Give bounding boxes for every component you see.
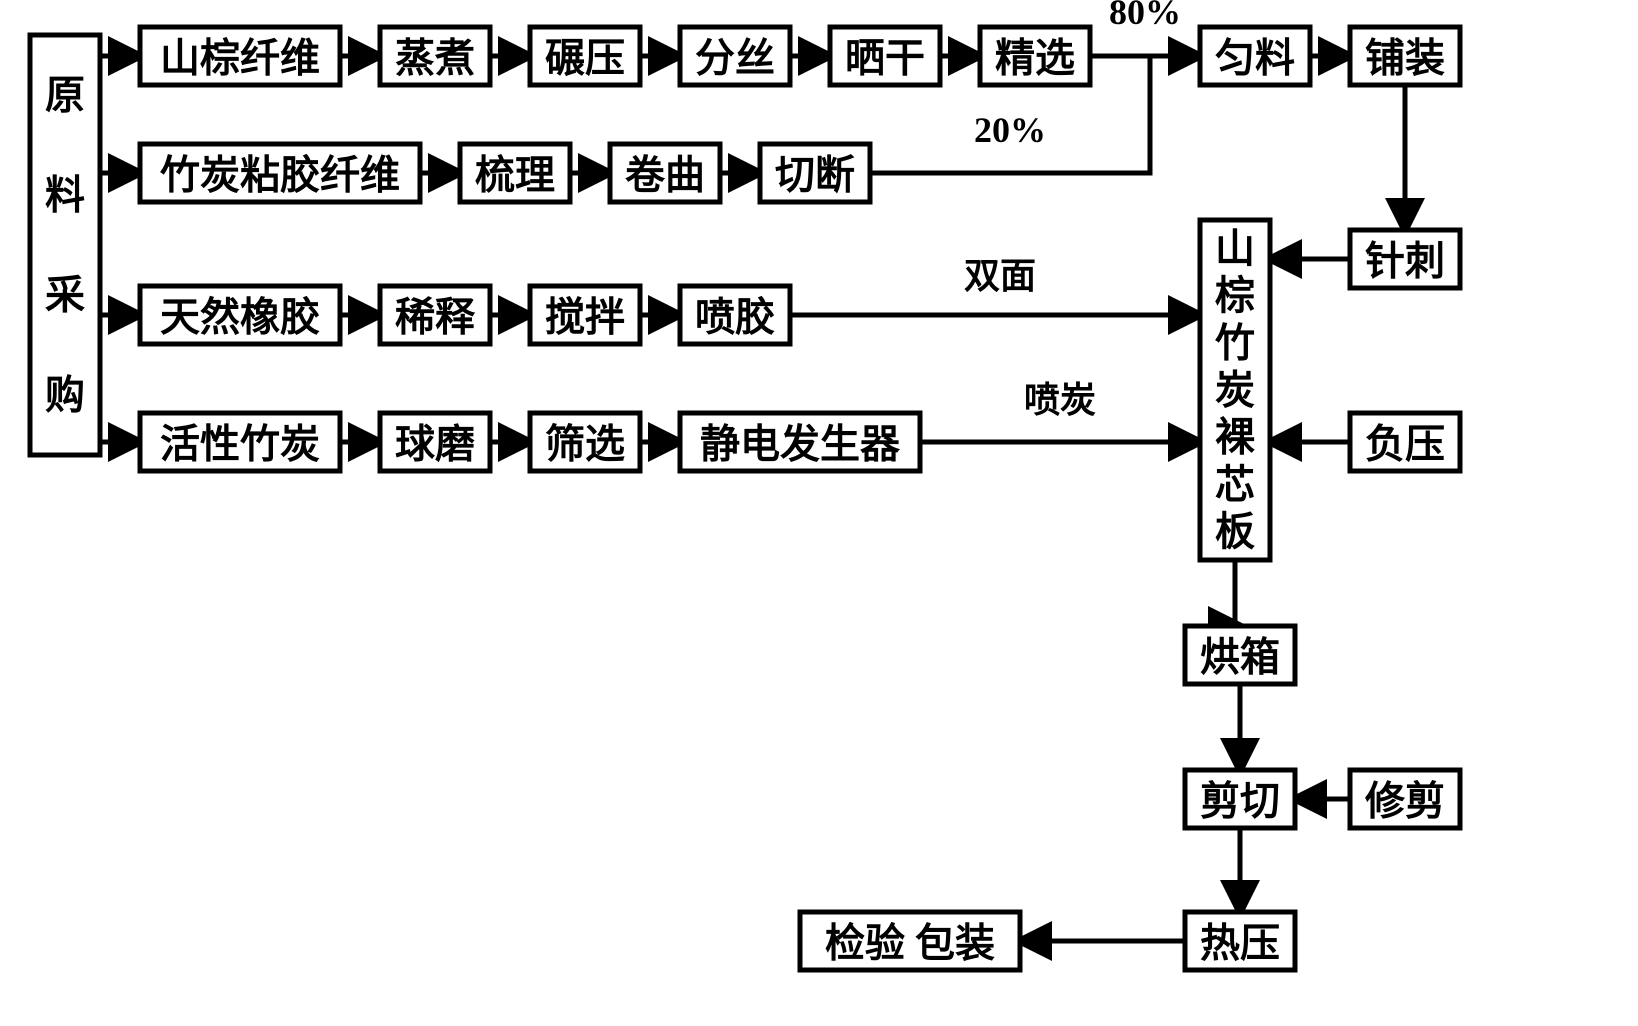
edge xyxy=(1235,560,1240,626)
node-label: 负压 xyxy=(1365,422,1445,467)
node-r3_c: 搅拌 xyxy=(530,286,640,344)
edge-label: 80% xyxy=(1109,0,1181,32)
node-label: 天然橡胶 xyxy=(160,295,320,340)
node-label: 采 xyxy=(45,273,85,318)
node-label: 晒干 xyxy=(845,36,925,81)
node-r2_c: 卷曲 xyxy=(610,144,720,202)
node-label: 检验 包装 xyxy=(825,921,995,966)
node-label: 活性竹炭 xyxy=(160,422,320,467)
node-label: 针刺 xyxy=(1365,239,1445,284)
node-r2_a: 竹炭粘胶纤维 xyxy=(140,144,420,202)
node-label: 热压 xyxy=(1200,921,1280,966)
node-label: 竹炭粘胶纤维 xyxy=(160,153,400,198)
node-r4_c: 筛选 xyxy=(530,413,640,471)
node-label: 剪切 xyxy=(1200,779,1280,824)
node-r1_h: 铺装 xyxy=(1350,27,1460,85)
node-r1_g: 匀料 xyxy=(1200,27,1310,85)
node-label: 原 xyxy=(45,73,85,118)
node-label: 铺装 xyxy=(1365,36,1445,81)
node-r1_b: 蒸煮 xyxy=(380,27,490,85)
node-r2_d: 切断 xyxy=(760,144,870,202)
node-core: 山棕竹炭裸芯板 xyxy=(1200,220,1270,560)
node-label: 梳理 xyxy=(475,153,555,198)
node-r1_a: 山棕纤维 xyxy=(140,27,340,85)
node-hotp: 热压 xyxy=(1185,912,1295,970)
node-r2_b: 梳理 xyxy=(460,144,570,202)
node-label: 芯 xyxy=(1215,462,1255,507)
node-r1_f: 精选 xyxy=(980,27,1090,85)
node-source: 原料采购 xyxy=(30,35,100,455)
node-label: 精选 xyxy=(995,36,1075,81)
edge-label: 喷炭 xyxy=(1024,380,1096,420)
node-label: 裸 xyxy=(1215,415,1255,460)
node-pack: 检验 包装 xyxy=(800,912,1020,970)
node-r1_e: 晒干 xyxy=(830,27,940,85)
node-label: 筛选 xyxy=(545,422,625,467)
node-label: 炭 xyxy=(1215,368,1255,413)
node-cut: 剪切 xyxy=(1185,770,1295,828)
node-needle: 针刺 xyxy=(1350,230,1460,288)
node-label: 碾压 xyxy=(545,36,625,81)
node-label: 匀料 xyxy=(1215,36,1295,81)
node-negp: 负压 xyxy=(1350,413,1460,471)
edge-label: 双面 xyxy=(964,256,1036,296)
node-label: 烘箱 xyxy=(1200,635,1280,680)
node-label: 山棕纤维 xyxy=(160,36,320,81)
edge-label: 20% xyxy=(974,110,1046,150)
node-r1_d: 分丝 xyxy=(680,27,790,85)
node-label: 喷胶 xyxy=(695,295,775,340)
node-label: 料 xyxy=(45,173,85,218)
node-r3_a: 天然橡胶 xyxy=(140,286,340,344)
node-label: 竹 xyxy=(1215,320,1255,365)
node-r1_c: 碾压 xyxy=(530,27,640,85)
node-label: 蒸煮 xyxy=(395,36,475,81)
node-label: 购 xyxy=(45,373,85,418)
node-r4_d: 静电发生器 xyxy=(680,413,920,471)
node-label: 山 xyxy=(1215,226,1255,271)
node-oven: 烘箱 xyxy=(1185,626,1295,684)
node-r4_a: 活性竹炭 xyxy=(140,413,340,471)
flowchart-canvas: 80% 20% 双面喷炭 原料采购 山棕纤维 蒸煮 碾压 分丝 晒干 精选 匀料 铺装竹炭粘胶纤维 梳理… xyxy=(0,0,1638,1026)
node-trim: 修剪 xyxy=(1350,770,1460,828)
node-label: 切断 xyxy=(775,153,855,198)
node-label: 板 xyxy=(1215,509,1255,554)
node-r4_b: 球磨 xyxy=(380,413,490,471)
node-label: 分丝 xyxy=(695,36,775,81)
node-label: 修剪 xyxy=(1365,779,1445,824)
node-label: 静电发生器 xyxy=(700,422,901,467)
node-label: 搅拌 xyxy=(545,295,625,340)
node-label: 球磨 xyxy=(395,422,475,467)
node-r3_d: 喷胶 xyxy=(680,286,790,344)
node-label: 棕 xyxy=(1215,273,1255,318)
node-r3_b: 稀释 xyxy=(380,286,490,344)
node-label: 稀释 xyxy=(395,295,476,340)
node-label: 卷曲 xyxy=(625,153,705,198)
